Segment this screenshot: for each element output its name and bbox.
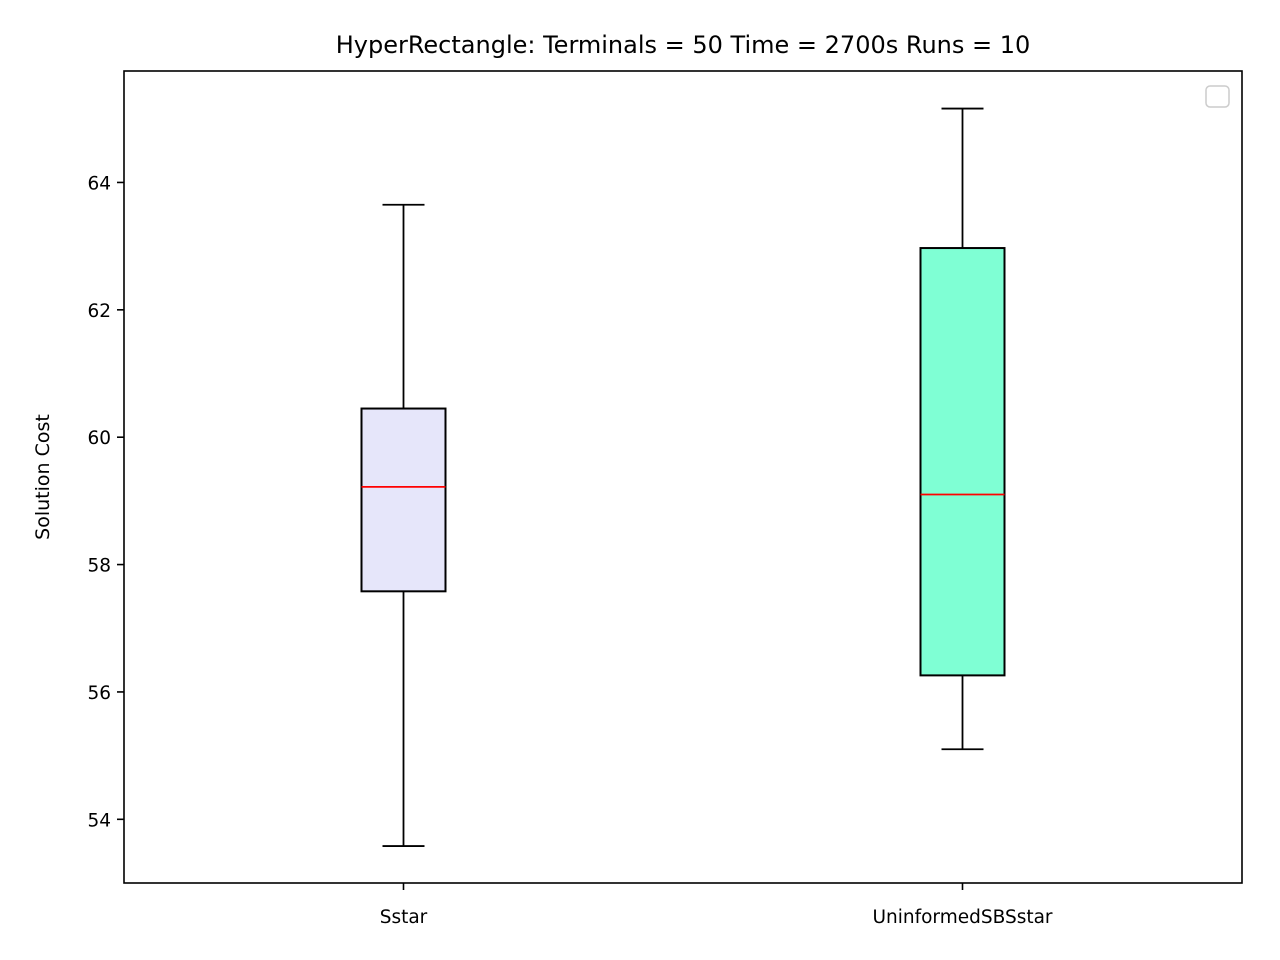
plot-area: 54 56 58 60 62 64 Sstar UninformedSBSstar — [87, 107, 1053, 928]
iqr-box — [919, 247, 1006, 677]
y-tick-label: 62 — [87, 301, 111, 322]
y-tick-label: 60 — [87, 428, 111, 449]
box-series-sstar — [360, 203, 447, 847]
legend-box — [1205, 85, 1230, 108]
box-series-uninformedsbsstar — [919, 107, 1006, 751]
y-tick-label: 54 — [87, 810, 111, 831]
chart-title: HyperRectangle: Terminals = 50 Time = 27… — [336, 31, 1031, 59]
x-tick-label: Sstar — [380, 907, 428, 928]
x-tick-label: UninformedSBSstar — [872, 907, 1052, 928]
y-axis-label: Solution Cost — [32, 414, 54, 540]
y-tick-label: 64 — [87, 173, 111, 194]
y-tick-label: 58 — [87, 556, 111, 577]
plot-frame — [123, 70, 1243, 884]
y-tick-label: 56 — [87, 683, 111, 704]
iqr-box — [360, 407, 447, 593]
